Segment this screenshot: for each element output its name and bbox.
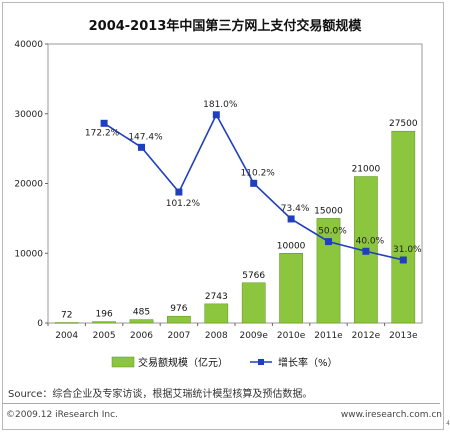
x-tick-label: 2009e [239,331,268,341]
bar-value-label: 27500 [389,119,418,129]
bar-value-label: 2743 [205,292,228,302]
growth-value-label: 101.2% [166,199,201,209]
bar [167,315,191,324]
bar [129,319,154,324]
growth-value-labels: 172.2% 147.4% 101.2% 181.0% 110.2% 73.4% 50.0%… [85,100,422,255]
chart-title: 2004-2013年中国第三方网上支付交易额规模 [89,18,363,34]
growth-point [212,111,220,119]
growth-point [175,188,183,196]
growth-point [138,143,145,151]
growth-value-label: 110.2% [241,168,276,178]
x-tick-label: 2013e [389,331,418,341]
y-axis-tick-labels: 0 10000 20000 30000 40000 [14,40,43,329]
growth-line-series [100,111,407,264]
growth-value-label: 181.0% [203,100,238,110]
bar [316,218,341,324]
bar [391,130,416,324]
y-tick-label: 40000 [14,40,43,50]
bar-value-label: 485 [133,308,150,318]
bar [279,253,303,324]
legend: 交易额规模（亿元） 增长率（%） [111,356,338,369]
growth-value-label: 31.0% [393,245,422,255]
growth-point [100,119,108,127]
bar-value-label: 21000 [352,165,381,175]
x-axis-tick-labels: 2004 2005 2006 2007 2008 2009e 2010e 2011e 2012e… [55,331,418,341]
x-tick-label: 2010e [277,331,306,341]
source-note: Source：综合企业及专家访谈，根据艾瑞统计模型核算及预估数据。 [8,389,313,400]
bar-value-label: 10000 [277,241,306,251]
x-tick-label: 2011e [314,331,343,341]
growth-value-label: 40.0% [356,236,385,246]
website-text: www.iresearch.com.cn [340,410,442,420]
y-tick-label: 0 [37,319,43,329]
x-tick-label: 2005 [93,331,116,341]
growth-point [362,247,370,255]
y-tick-label: 10000 [14,249,43,259]
bar-value-label: 72 [61,310,72,320]
bar-value-label: 15000 [314,206,343,216]
plot-area [45,43,423,326]
bar-value-label: 5766 [242,271,265,281]
y-tick-label: 20000 [14,180,43,190]
x-tick-label: 2008 [205,331,228,341]
x-tick-label: 2004 [55,331,78,341]
growth-point [250,179,258,187]
legend-line-label: 增长率（%） [278,356,338,369]
legend-line-marker [258,359,264,365]
copyright-text: ©2009.12 iResearch Inc. [6,410,118,420]
x-tick-label: 2007 [167,331,190,341]
bar [54,322,79,324]
x-tick-label: 2012e [352,331,381,341]
bar-value-label: 196 [96,310,113,320]
growth-value-label: 73.4% [281,204,310,214]
y-tick-label: 30000 [14,110,43,120]
bar [241,282,266,324]
legend-bar-swatch [111,356,135,368]
x-tick-label: 2006 [130,331,153,341]
growth-value-label: 147.4% [128,132,163,142]
bar-series [54,130,416,324]
bar-value-labels: 72 196 485 976 2743 5766 10000 15000 21000 27500 [61,119,418,320]
bar-value-label: 976 [170,304,187,314]
growth-point [325,238,332,246]
growth-value-label: 172.2% [85,128,120,138]
growth-point [399,256,407,264]
bar [92,321,116,324]
footer-divider [2,403,440,404]
page-number: 4 [446,420,450,427]
growth-value-label: 50.0% [318,227,347,237]
legend-bar-label: 交易额规模（亿元） [138,356,228,369]
bar [204,303,229,324]
growth-point [287,215,295,223]
